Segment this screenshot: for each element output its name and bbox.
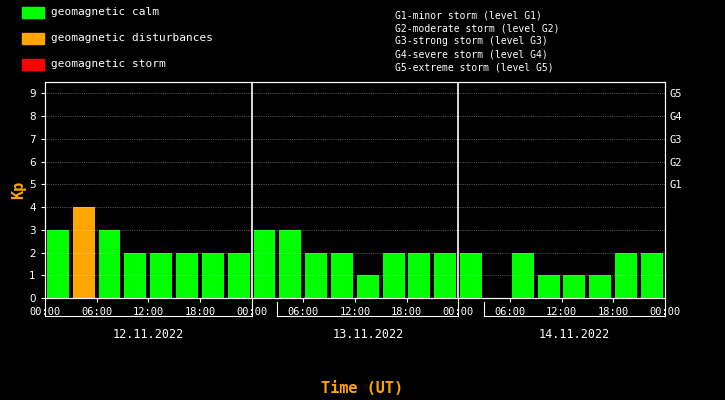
Text: 14.11.2022: 14.11.2022 <box>539 328 610 341</box>
Text: geomagnetic disturbances: geomagnetic disturbances <box>51 33 212 43</box>
Bar <box>176 252 198 298</box>
Bar <box>331 252 353 298</box>
Bar <box>202 252 224 298</box>
Bar <box>99 230 120 298</box>
Bar <box>408 252 431 298</box>
Bar <box>228 252 249 298</box>
Bar <box>254 230 276 298</box>
Bar <box>589 275 611 298</box>
Text: geomagnetic storm: geomagnetic storm <box>51 60 165 70</box>
Bar <box>615 252 637 298</box>
Bar <box>512 252 534 298</box>
Text: 12.11.2022: 12.11.2022 <box>112 328 184 341</box>
Bar <box>125 252 146 298</box>
Bar <box>279 230 302 298</box>
Bar <box>305 252 327 298</box>
Bar <box>357 275 378 298</box>
Text: 13.11.2022: 13.11.2022 <box>332 328 403 341</box>
Bar <box>150 252 172 298</box>
Bar <box>383 252 405 298</box>
Text: Time (UT): Time (UT) <box>321 381 404 396</box>
Bar <box>72 207 95 298</box>
Bar <box>538 275 560 298</box>
Y-axis label: Kp: Kp <box>12 181 27 199</box>
Bar <box>434 252 456 298</box>
Text: G1-minor storm (level G1)
G2-moderate storm (level G2)
G3-strong storm (level G3: G1-minor storm (level G1) G2-moderate st… <box>395 10 560 73</box>
Text: geomagnetic calm: geomagnetic calm <box>51 8 159 18</box>
Bar <box>460 252 482 298</box>
Bar <box>47 230 69 298</box>
Bar <box>641 252 663 298</box>
Bar <box>563 275 585 298</box>
